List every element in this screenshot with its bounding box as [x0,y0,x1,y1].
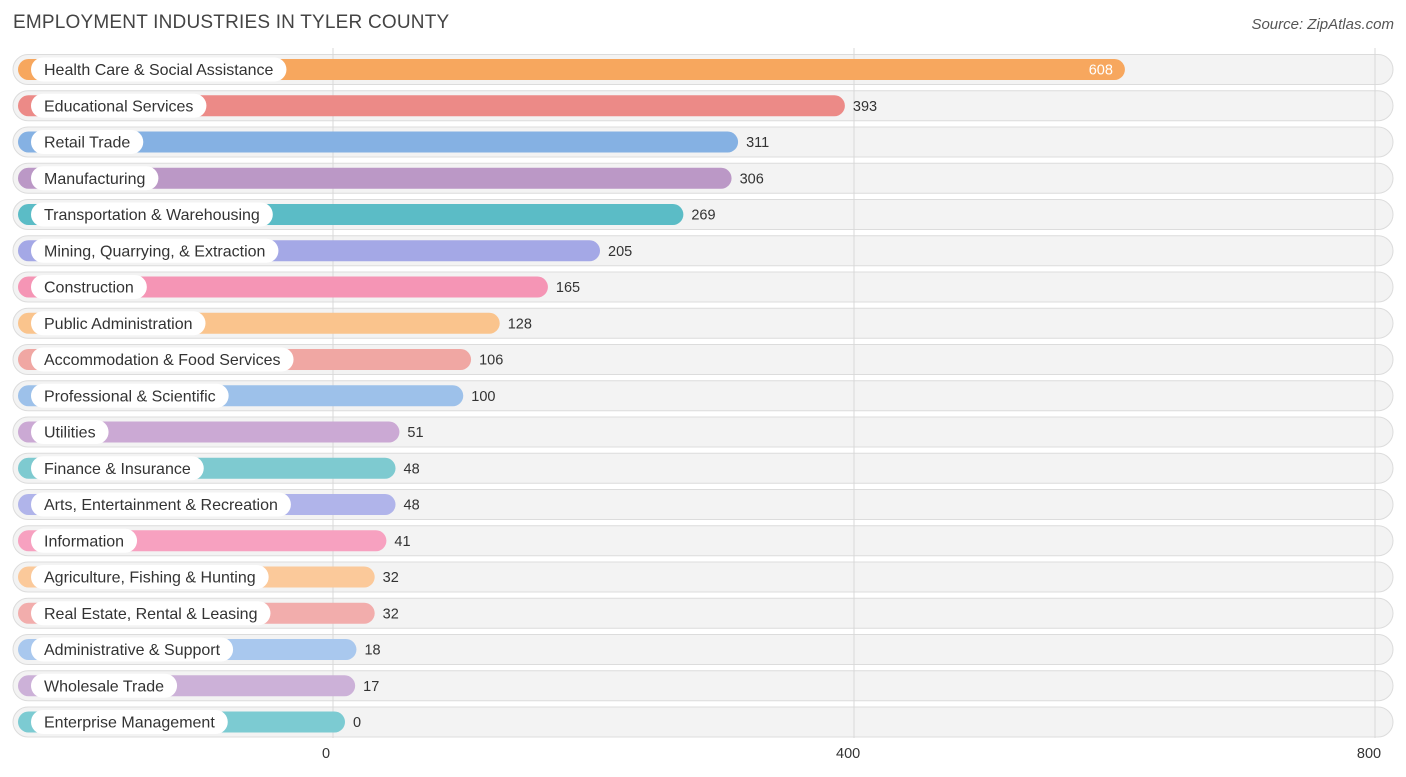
bar-group: Transportation & Warehousing 269 [18,202,716,227]
label-pill [31,130,144,154]
label-pill [31,456,204,481]
chart-title: EMPLOYMENT INDUSTRIES IN TYLER COUNTY [13,12,450,33]
bar[interactable] [18,421,400,443]
value-label: 0 [353,715,361,731]
bar-group: Information 41 [18,528,411,553]
bar[interactable] [18,167,732,189]
category-label: Information [44,533,124,550]
label-pill [31,238,279,263]
bar-group: Manufacturing 306 [18,166,764,191]
category-label: Finance & Insurance [44,461,191,478]
x-tick-label: 800 [1357,746,1381,762]
bar[interactable] [18,59,1125,80]
value-label: 205 [608,244,632,260]
bar-group: Enterprise Management 0 [18,710,361,734]
value-label: 48 [404,498,420,514]
category-label: Wholesale Trade [44,678,164,695]
value-label: 311 [746,135,769,151]
category-label: Real Estate, Rental & Leasing [44,606,257,623]
value-label: 100 [471,389,495,405]
value-label: 17 [363,679,379,695]
bar[interactable] [18,95,845,117]
value-label: 41 [394,534,410,550]
bar-group: Educational Services 393 [18,93,877,118]
label-pill [31,347,294,372]
bar-group: Agriculture, Fishing & Hunting 32 [18,565,399,589]
category-label: Manufacturing [44,171,145,188]
label-pill [31,420,109,444]
label-pill [31,166,159,191]
value-label: 393 [853,99,877,115]
bar-group: Mining, Quarrying, & Extraction 205 [18,238,632,263]
row-track [12,706,1394,738]
label-pill [31,673,178,698]
bar-group: Wholesale Trade 17 [18,673,379,698]
category-label: Administrative & Support [44,642,221,659]
label-pill [31,565,269,589]
category-label: Construction [44,280,134,297]
bar-group: Finance & Insurance 48 [18,456,420,481]
category-label: Retail Trade [44,135,130,152]
label-pill [31,637,234,662]
bar[interactable] [18,276,548,298]
bar-group: Administrative & Support 18 [18,637,381,662]
bar-group: Health Care & Social Assistance 608 [18,57,1125,82]
value-label: 269 [691,208,715,224]
value-label: 18 [364,643,380,659]
bar-group: Construction 165 [18,275,580,299]
row-track [12,634,1394,665]
category-label: Enterprise Management [44,715,215,732]
label-pill [31,93,207,118]
label-pill [31,710,228,734]
value-label: 165 [556,280,580,296]
category-label: Agriculture, Fishing & Hunting [44,570,256,587]
label-pill [31,528,138,553]
value-label: 608 [1089,63,1113,79]
bar-group: Retail Trade 311 [18,130,769,154]
label-pill [31,383,229,408]
bar[interactable] [18,131,739,153]
bar-group: Accommodation & Food Services 106 [18,347,503,372]
category-label: Professional & Scientific [44,388,216,405]
label-pill [31,275,147,299]
category-label: Health Care & Social Assistance [44,62,274,79]
value-label: 106 [479,353,503,369]
category-label: Utilities [44,425,96,442]
label-pill [31,492,291,517]
category-label: Transportation & Warehousing [44,207,260,224]
label-pill [31,601,271,626]
value-label: 32 [383,606,399,622]
bar-group: Public Administration 128 [18,311,532,336]
category-label: Public Administration [44,316,193,333]
x-tick-label: 400 [836,746,860,762]
bar-group: Arts, Entertainment & Recreation 48 [18,492,420,517]
value-label: 128 [508,316,532,332]
x-tick-label: 0 [322,746,330,762]
row-track [12,670,1394,702]
category-label: Accommodation & Food Services [44,352,281,369]
value-label: 51 [407,425,423,441]
category-label: Educational Services [44,98,193,115]
value-label: 306 [740,171,764,187]
category-label: Mining, Quarrying, & Extraction [44,243,265,260]
label-pill [31,57,287,82]
label-pill [31,311,206,336]
category-label: Arts, Entertainment & Recreation [44,497,278,514]
source-note: Source: ZipAtlas.com [1251,16,1394,33]
value-label: 32 [383,570,399,586]
bar-group: Real Estate, Rental & Leasing 32 [18,601,399,626]
value-label: 48 [404,461,420,477]
bar-group: Professional & Scientific 100 [18,383,495,408]
bar-group: Utilities 51 [18,420,424,444]
label-pill [31,202,273,227]
